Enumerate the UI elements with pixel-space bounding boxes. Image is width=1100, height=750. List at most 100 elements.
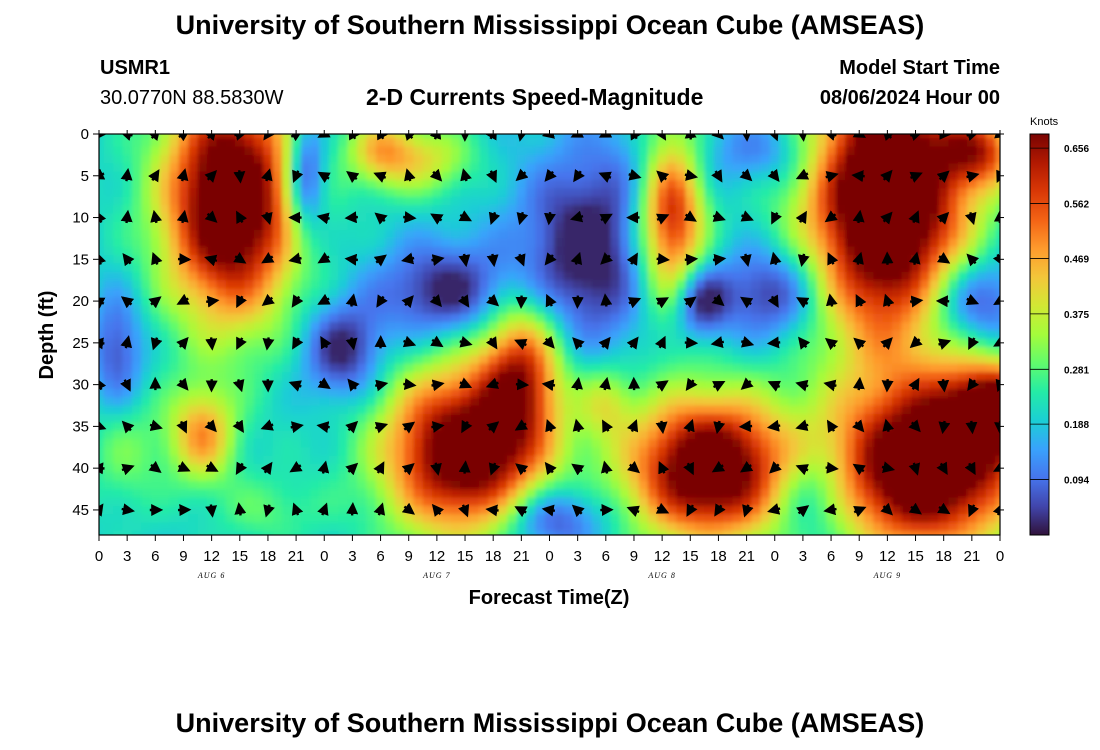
heatmap-cell bbox=[807, 263, 818, 273]
heatmap-cell bbox=[648, 163, 659, 173]
heatmap-cell bbox=[216, 288, 227, 298]
heatmap-cell bbox=[141, 405, 152, 415]
heatmap-cell bbox=[676, 514, 687, 524]
heatmap-cell bbox=[160, 447, 170, 457]
heatmap-cell bbox=[300, 522, 311, 532]
heatmap-cell bbox=[610, 430, 621, 440]
heatmap-cell bbox=[732, 388, 743, 398]
current-arrow bbox=[204, 254, 218, 267]
heatmap-cell bbox=[694, 213, 705, 223]
heatmap-cell bbox=[404, 363, 415, 373]
heatmap-cell bbox=[770, 188, 781, 198]
heatmap-cell bbox=[479, 246, 490, 256]
heatmap-cell bbox=[338, 447, 349, 457]
heatmap-cell bbox=[854, 221, 865, 231]
heatmap-cell bbox=[723, 522, 734, 532]
heatmap-cell bbox=[169, 380, 180, 390]
heatmap-cell bbox=[113, 355, 124, 365]
heatmap-cell bbox=[770, 330, 781, 340]
heatmap-cell bbox=[976, 188, 987, 198]
heatmap-cell bbox=[920, 238, 931, 248]
heatmap-cell bbox=[338, 313, 349, 323]
heatmap-cell bbox=[497, 355, 508, 365]
heatmap-cell bbox=[723, 221, 734, 231]
heatmap-cell bbox=[863, 271, 874, 281]
heatmap-cell bbox=[676, 505, 687, 515]
heatmap-cell bbox=[910, 514, 921, 524]
heatmap-cell bbox=[732, 205, 743, 214]
heatmap-cell bbox=[150, 221, 161, 231]
heatmap-cell bbox=[178, 447, 189, 457]
heatmap-cell bbox=[441, 188, 452, 198]
heatmap-cell bbox=[366, 305, 377, 315]
heatmap-cell bbox=[122, 205, 133, 214]
heatmap-cell bbox=[394, 405, 405, 415]
heatmap-cell bbox=[666, 338, 677, 348]
heatmap-cell bbox=[479, 489, 490, 498]
heatmap-cell bbox=[328, 263, 339, 273]
heatmap-cell bbox=[366, 480, 377, 490]
heatmap-cell bbox=[854, 321, 865, 331]
heatmap-cell bbox=[732, 363, 743, 373]
heatmap-cell bbox=[582, 363, 593, 373]
heatmap-cell bbox=[535, 455, 546, 465]
heatmap-cell bbox=[892, 163, 903, 173]
heatmap-cell bbox=[648, 146, 659, 156]
heatmap-cell bbox=[160, 238, 170, 248]
heatmap-cell bbox=[99, 430, 105, 440]
heatmap-cell bbox=[929, 163, 940, 173]
heatmap-cell bbox=[469, 134, 480, 139]
current-arrow bbox=[711, 134, 724, 140]
heatmap-cell bbox=[582, 422, 593, 432]
heatmap-cell bbox=[113, 413, 124, 423]
heatmap-cell bbox=[188, 205, 199, 214]
heatmap-cell bbox=[676, 422, 687, 432]
heatmap-cell bbox=[798, 489, 809, 498]
heatmap-cell bbox=[113, 330, 124, 340]
heatmap-cell bbox=[310, 188, 321, 198]
heatmap-cell bbox=[619, 355, 630, 365]
heatmap-cell bbox=[572, 321, 583, 331]
heatmap-cell bbox=[291, 146, 302, 156]
heatmap-cell bbox=[450, 179, 461, 189]
heatmap-cell bbox=[497, 296, 508, 306]
heatmap-cell bbox=[535, 154, 546, 164]
heatmap-cell bbox=[535, 347, 546, 356]
current-arrow bbox=[600, 293, 613, 307]
heatmap-cell bbox=[741, 355, 752, 365]
heatmap-cell bbox=[816, 221, 827, 231]
heatmap-cell bbox=[713, 355, 724, 365]
heatmap-cell bbox=[854, 372, 865, 382]
heatmap-cell bbox=[976, 271, 987, 281]
heatmap-cell bbox=[225, 505, 236, 515]
heatmap-cell bbox=[938, 163, 949, 173]
heatmap-cell bbox=[394, 438, 405, 448]
heatmap-cell bbox=[319, 263, 330, 273]
heatmap-cell bbox=[338, 305, 349, 315]
heatmap-cell bbox=[694, 405, 705, 415]
heatmap-cell bbox=[723, 288, 734, 298]
heatmap-cell bbox=[610, 514, 621, 524]
heatmap-cell bbox=[272, 230, 283, 240]
heatmap-cell bbox=[967, 355, 978, 365]
heatmap-cell bbox=[225, 288, 236, 298]
heatmap-cell bbox=[197, 372, 208, 382]
current-arrow bbox=[629, 134, 642, 141]
heatmap-cell bbox=[526, 472, 537, 482]
heatmap-cell bbox=[375, 163, 386, 173]
heatmap-cell bbox=[563, 196, 574, 206]
heatmap-cell bbox=[816, 213, 827, 223]
heatmap-cell bbox=[798, 522, 809, 532]
heatmap-cell bbox=[957, 313, 968, 323]
heatmap-cell bbox=[657, 330, 668, 340]
heatmap-cell bbox=[835, 134, 846, 139]
heatmap-cell bbox=[901, 438, 912, 448]
heatmap-cell bbox=[535, 213, 546, 223]
heatmap-cell bbox=[732, 455, 743, 465]
heatmap-cell bbox=[948, 489, 959, 498]
heatmap-cell bbox=[122, 271, 133, 281]
heatmap-cell bbox=[385, 288, 396, 298]
heatmap-cell bbox=[582, 146, 593, 156]
heatmap-cell bbox=[216, 405, 227, 415]
heatmap-cell bbox=[469, 330, 480, 340]
